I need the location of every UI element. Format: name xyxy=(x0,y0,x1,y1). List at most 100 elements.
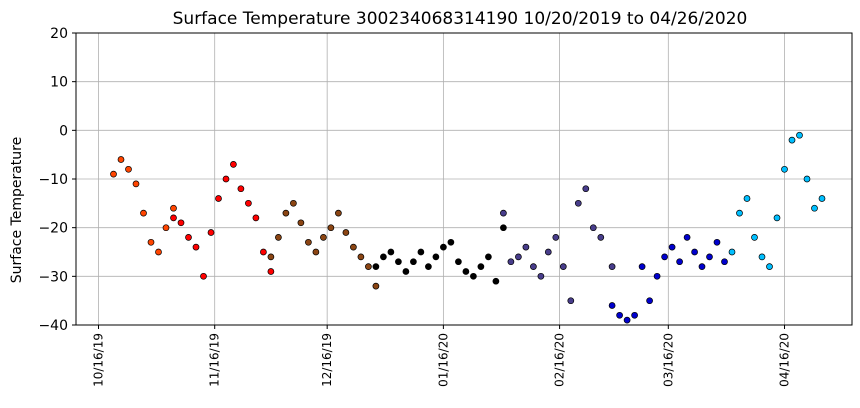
points-layer xyxy=(110,131,826,324)
y-tick-label: −10 xyxy=(38,172,68,188)
data-point xyxy=(117,156,125,163)
data-point xyxy=(574,199,582,207)
data-point xyxy=(207,229,215,236)
x-tick-label: 10/16/19 xyxy=(91,333,105,387)
data-point xyxy=(170,204,177,212)
data-point xyxy=(402,268,410,275)
data-point xyxy=(653,272,661,280)
data-point xyxy=(177,219,185,227)
data-point xyxy=(781,165,788,173)
data-point xyxy=(608,263,616,270)
x-tick-label: 03/16/20 xyxy=(661,333,675,387)
y-tick-label: −40 xyxy=(38,318,68,334)
x-tick-label: 12/16/19 xyxy=(320,333,334,387)
data-point xyxy=(170,214,177,222)
data-point xyxy=(766,263,773,270)
y-tick-label: −30 xyxy=(38,269,68,285)
data-point xyxy=(372,263,380,270)
data-point xyxy=(267,268,275,275)
data-point xyxy=(455,258,462,266)
data-point xyxy=(425,263,432,270)
data-point xyxy=(252,214,260,222)
data-point xyxy=(552,234,560,241)
data-point xyxy=(773,214,781,222)
data-point xyxy=(522,243,530,251)
data-point xyxy=(312,248,320,256)
data-point xyxy=(567,297,575,305)
y-tick-label: −20 xyxy=(38,221,68,237)
data-point xyxy=(608,302,616,309)
data-point xyxy=(125,165,132,173)
data-point xyxy=(597,234,605,241)
y-tick-label: 10 xyxy=(50,75,68,91)
data-point xyxy=(537,272,545,280)
data-point xyxy=(395,258,402,266)
chart-title: Surface Temperature 300234068314190 10/2… xyxy=(173,9,748,29)
data-point xyxy=(222,175,230,183)
data-point xyxy=(447,238,455,246)
data-point xyxy=(589,224,597,232)
data-point xyxy=(147,238,155,246)
data-point xyxy=(616,311,623,319)
data-point xyxy=(387,248,395,256)
data-point xyxy=(638,263,646,270)
data-point xyxy=(440,243,447,251)
data-point xyxy=(462,268,470,275)
data-point xyxy=(559,263,567,270)
data-point xyxy=(320,234,327,241)
data-point xyxy=(290,199,297,207)
data-point xyxy=(357,253,365,261)
x-tick-labels: 10/16/19 11/16/19 12/16/19 01/16/20 02/16/20… xyxy=(91,325,792,387)
data-point xyxy=(691,248,698,256)
data-point xyxy=(432,253,440,261)
data-point xyxy=(500,209,507,217)
data-point xyxy=(417,248,425,256)
data-point xyxy=(305,238,312,246)
data-point xyxy=(515,253,522,261)
data-point xyxy=(500,224,507,232)
data-point xyxy=(721,258,728,266)
data-point xyxy=(132,180,140,188)
data-point xyxy=(728,248,736,256)
x-tick-label: 01/16/20 xyxy=(436,333,450,387)
data-point xyxy=(260,248,267,256)
data-point xyxy=(282,209,290,217)
data-point xyxy=(297,219,305,227)
y-tick-label: 20 xyxy=(50,26,68,42)
data-point xyxy=(507,258,515,266)
data-point xyxy=(155,248,162,256)
x-tick-label: 11/16/19 xyxy=(208,333,222,387)
data-point xyxy=(470,272,477,280)
data-point xyxy=(245,199,252,207)
data-point xyxy=(661,253,668,261)
data-point xyxy=(485,253,492,261)
data-point xyxy=(477,263,485,270)
data-point xyxy=(230,161,237,168)
y-axis-label: Surface Temperature xyxy=(9,137,25,283)
data-point xyxy=(327,224,335,232)
data-point xyxy=(350,243,357,251)
data-point xyxy=(275,234,282,241)
data-point xyxy=(631,311,638,319)
x-tick-label: 02/16/20 xyxy=(553,333,567,387)
data-point xyxy=(365,263,372,270)
data-point xyxy=(192,243,200,251)
data-point xyxy=(736,209,743,217)
data-point xyxy=(342,229,350,236)
data-point xyxy=(162,224,170,232)
data-point xyxy=(140,209,147,217)
data-point xyxy=(668,243,676,251)
data-point xyxy=(200,272,207,280)
data-point xyxy=(743,195,751,202)
data-point xyxy=(380,253,387,261)
data-point xyxy=(372,282,380,290)
data-point xyxy=(698,263,706,270)
data-point xyxy=(335,209,342,217)
grid-layer xyxy=(76,32,852,326)
data-point xyxy=(713,238,721,246)
data-point xyxy=(751,234,758,241)
y-tick-label: 0 xyxy=(59,123,68,139)
data-point xyxy=(646,297,653,305)
data-point xyxy=(788,136,796,144)
